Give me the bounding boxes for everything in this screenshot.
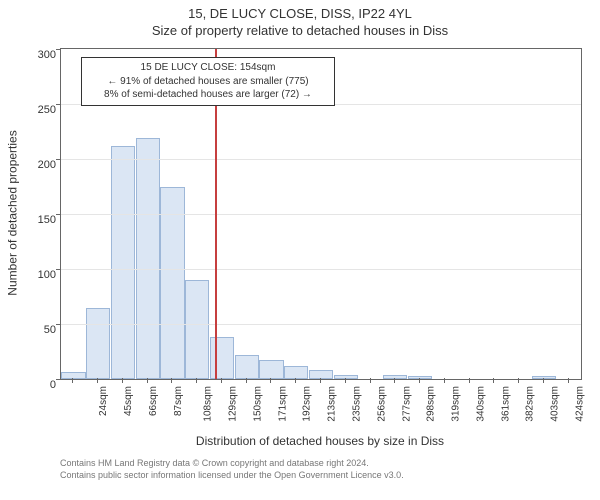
y-tick-label: 200 <box>26 159 56 171</box>
x-tick-label: 171sqm <box>277 386 288 422</box>
x-tick-mark <box>171 378 172 383</box>
y-tick-mark <box>56 104 61 105</box>
x-tick-label: 403sqm <box>550 386 561 422</box>
x-tick-label: 277sqm <box>401 386 412 422</box>
x-tick-mark <box>394 378 395 383</box>
y-tick-mark <box>56 269 61 270</box>
x-tick-mark <box>72 378 73 383</box>
x-tick-mark <box>147 378 148 383</box>
histogram-bar <box>235 355 259 379</box>
x-tick-label: 192sqm <box>302 386 313 422</box>
title-block: 15, DE LUCY CLOSE, DISS, IP22 4YL Size o… <box>0 6 600 38</box>
x-tick-mark <box>270 378 271 383</box>
credit-line-2: Contains public sector information licen… <box>60 470 580 482</box>
x-tick-label: 129sqm <box>228 386 239 422</box>
histogram-bar <box>532 376 556 379</box>
annotation-line: ← 91% of detached houses are smaller (77… <box>88 75 328 89</box>
annotation-line: 15 DE LUCY CLOSE: 154sqm <box>88 61 328 75</box>
address-title: 15, DE LUCY CLOSE, DISS, IP22 4YL <box>0 6 600 21</box>
annotation-line: 8% of semi-detached houses are larger (7… <box>88 88 328 102</box>
y-tick-mark <box>56 379 61 380</box>
y-gridline <box>61 269 581 270</box>
annotation-box: 15 DE LUCY CLOSE: 154sqm← 91% of detache… <box>81 57 335 106</box>
x-tick-label: 298sqm <box>426 386 437 422</box>
x-tick-label: 66sqm <box>148 386 159 416</box>
histogram-bar <box>334 375 358 379</box>
histogram-bar <box>111 146 135 379</box>
x-tick-label: 45sqm <box>123 386 134 416</box>
x-tick-mark <box>370 378 371 383</box>
histogram-bar <box>86 308 110 380</box>
x-tick-mark <box>122 378 123 383</box>
x-tick-mark <box>518 378 519 383</box>
x-tick-mark <box>419 378 420 383</box>
y-axis-label: Number of detached properties <box>6 48 20 378</box>
plot-area: 05010015020025030015 DE LUCY CLOSE: 154s… <box>60 48 582 380</box>
y-tick-mark <box>56 324 61 325</box>
histogram-bar <box>160 187 184 380</box>
chart-container: 15, DE LUCY CLOSE, DISS, IP22 4YL Size o… <box>0 0 600 500</box>
y-tick-label: 300 <box>26 49 56 61</box>
x-tick-mark <box>97 378 98 383</box>
x-tick-mark <box>196 378 197 383</box>
subtitle: Size of property relative to detached ho… <box>0 23 600 38</box>
histogram-bar <box>185 280 209 379</box>
y-tick-mark <box>56 214 61 215</box>
x-axis-label: Distribution of detached houses by size … <box>60 434 580 448</box>
x-tick-mark <box>568 378 569 383</box>
x-tick-label: 424sqm <box>574 386 585 422</box>
x-tick-mark <box>221 378 222 383</box>
y-tick-mark <box>56 49 61 50</box>
x-tick-label: 256sqm <box>376 386 387 422</box>
x-tick-label: 150sqm <box>253 386 264 422</box>
credit-line-1: Contains HM Land Registry data © Crown c… <box>60 458 580 470</box>
x-tick-mark <box>444 378 445 383</box>
y-tick-label: 100 <box>26 269 56 281</box>
x-tick-label: 382sqm <box>525 386 536 422</box>
credits: Contains HM Land Registry data © Crown c… <box>60 458 580 481</box>
y-tick-label: 0 <box>26 379 56 391</box>
x-tick-label: 24sqm <box>98 386 109 416</box>
x-tick-mark <box>295 378 296 383</box>
y-gridline <box>61 324 581 325</box>
x-tick-mark <box>345 378 346 383</box>
x-tick-mark <box>246 378 247 383</box>
histogram-bar <box>259 360 283 379</box>
y-tick-label: 50 <box>26 324 56 336</box>
x-tick-mark <box>320 378 321 383</box>
x-tick-label: 235sqm <box>352 386 363 422</box>
y-tick-label: 250 <box>26 104 56 116</box>
x-tick-label: 340sqm <box>475 386 486 422</box>
y-tick-mark <box>56 159 61 160</box>
x-tick-mark <box>543 378 544 383</box>
x-tick-label: 108sqm <box>203 386 214 422</box>
x-tick-label: 319sqm <box>451 386 462 422</box>
x-tick-label: 361sqm <box>500 386 511 422</box>
histogram-bar <box>136 138 160 379</box>
y-gridline <box>61 214 581 215</box>
x-tick-label: 213sqm <box>327 386 338 422</box>
x-tick-mark <box>493 378 494 383</box>
x-tick-mark <box>469 378 470 383</box>
y-gridline <box>61 159 581 160</box>
x-tick-label: 87sqm <box>173 386 184 416</box>
histogram-bar <box>210 337 234 379</box>
y-tick-label: 150 <box>26 214 56 226</box>
